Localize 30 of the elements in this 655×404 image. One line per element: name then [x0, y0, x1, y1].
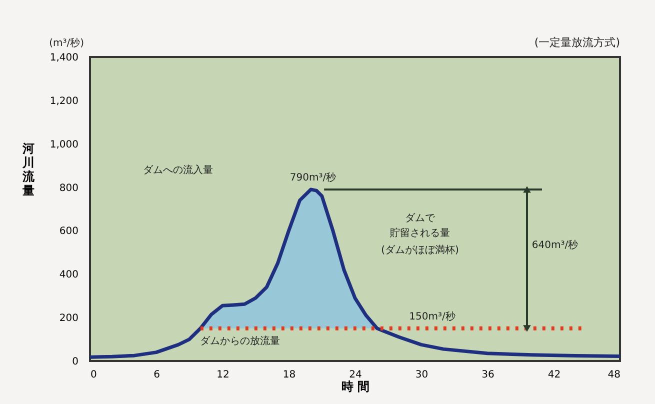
x-tick-label: 6	[154, 370, 160, 380]
y-tick-label: 1,000	[50, 139, 78, 150]
y-axis-title: 河川流量	[22, 142, 36, 198]
annotation: ダムからの放流量	[200, 335, 280, 347]
x-tick-label: 0	[90, 370, 97, 380]
annotation: 640m³/秒	[532, 239, 578, 251]
x-tick-label: 12	[216, 370, 230, 380]
chart-subtitle: (一定量放流方式)	[534, 36, 620, 49]
x-tick-label: 42	[548, 370, 561, 380]
x-axis-title: 時 間	[341, 380, 370, 394]
y-tick-label: 0	[72, 356, 78, 368]
annotation: ダムへの流入量	[143, 164, 213, 176]
x-tick-label: 48	[608, 370, 620, 380]
x-tick-label: 24	[349, 370, 362, 380]
y-tick-label: 400	[59, 270, 78, 281]
x-tick-label: 30	[415, 370, 428, 380]
y-tick-label: 1,200	[50, 96, 78, 107]
annotation: 150m³/秒	[409, 310, 456, 322]
annotation: ダムで	[405, 212, 436, 224]
x-tick-label: 18	[282, 370, 296, 380]
y-tick-label: 1,400	[50, 52, 78, 64]
text: (m³/秒)	[49, 37, 84, 49]
y-tick-label: 800	[59, 182, 78, 194]
annotation: 790m³/秒	[290, 171, 336, 184]
y-tick-label: 200	[59, 313, 78, 324]
x-tick-label: 36	[482, 370, 494, 380]
line-series	[88, 188, 622, 359]
annotation: 貯留される量	[390, 227, 450, 239]
y-tick-label: 600	[59, 226, 78, 238]
annotation: (ダムがほぼ満杯)	[381, 244, 459, 256]
